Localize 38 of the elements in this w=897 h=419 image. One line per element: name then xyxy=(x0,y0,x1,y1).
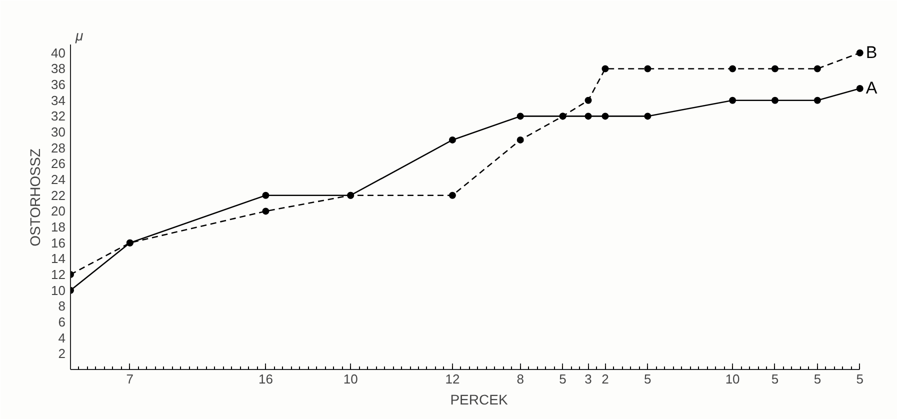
y-tick-label: 32 xyxy=(51,108,66,124)
y-tick-label: 10 xyxy=(51,282,66,298)
y-axis-title: OSTORHOSSZ xyxy=(27,148,44,246)
y-tick-label: 40 xyxy=(51,45,66,60)
x-axis-title: PERCEK xyxy=(450,392,508,408)
text: μ xyxy=(74,28,84,44)
y-tick-label: 14 xyxy=(51,251,66,266)
x-tick-label: 3 xyxy=(584,372,592,386)
y-tick-label: 34 xyxy=(51,92,66,108)
x-tick-label: 5 xyxy=(856,372,864,386)
x-tick-label: 10 xyxy=(725,372,740,386)
y-tick-label: 28 xyxy=(51,140,66,156)
y-tick-label: 22 xyxy=(51,188,66,203)
y-tick-label: 20 xyxy=(51,204,66,219)
x-tick-label: 8 xyxy=(516,372,524,386)
series-label: A xyxy=(866,78,878,98)
x-tick-label: 16 xyxy=(258,372,273,386)
x-tick-label: 5 xyxy=(814,372,822,386)
x-tick-label: 2 xyxy=(602,372,609,386)
y-tick-label: 8 xyxy=(58,298,66,314)
y-tick-label: 36 xyxy=(51,77,66,92)
y-tick-label: 4 xyxy=(58,330,66,346)
x-tick-label: 7 xyxy=(126,372,134,386)
x-tick-label: 5 xyxy=(559,372,566,386)
y-tick-label: 12 xyxy=(51,267,66,282)
x-tick-label: 10 xyxy=(343,372,358,386)
x-tick-label: 5 xyxy=(771,372,779,386)
y-tick-label: 6 xyxy=(58,314,66,330)
y-tick-label: 2 xyxy=(58,346,66,362)
y-tick-label: 26 xyxy=(51,156,66,172)
x-tick-label: 12 xyxy=(445,372,460,386)
y-tick-label: 30 xyxy=(51,124,66,140)
x-tick-label: 5 xyxy=(644,372,652,386)
y-tick-label: 38 xyxy=(51,61,66,76)
series-label: B xyxy=(866,42,878,62)
y-tick-label: 24 xyxy=(51,172,66,188)
y-tick-label: 18 xyxy=(51,220,66,235)
y-tick-label: 16 xyxy=(51,235,66,250)
